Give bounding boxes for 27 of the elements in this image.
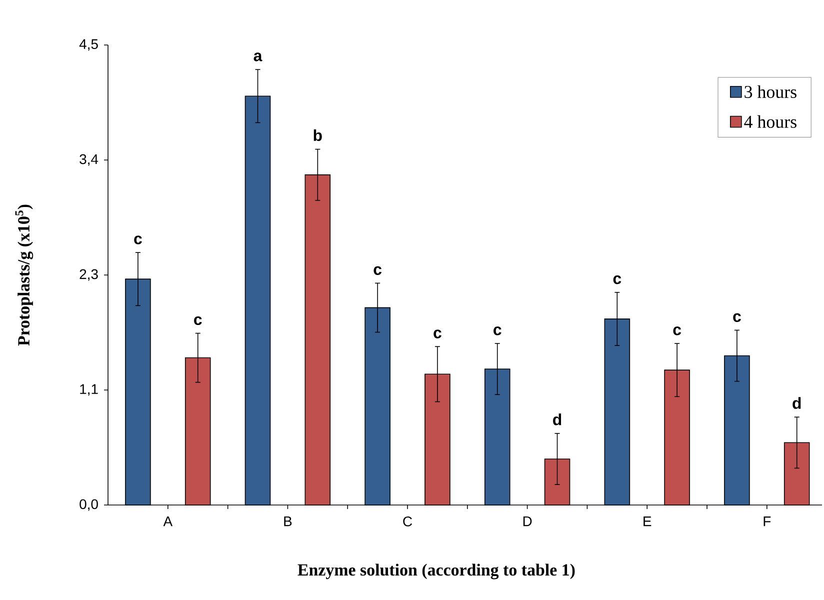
annotation: c: [194, 316, 202, 326]
y-tick-label: 3,4: [80, 154, 98, 166]
x-tick-label: B: [284, 516, 292, 526]
annotation: c: [134, 236, 142, 244]
y-tick-label: 1,1: [80, 384, 98, 396]
annotation: c: [374, 266, 382, 275]
x-axis-title: Enzyme solution (according to table 1): [298, 564, 575, 580]
annotation: c: [673, 326, 682, 336]
annotation: d: [792, 397, 801, 409]
x-tick-label: A: [163, 516, 173, 526]
annotation: b: [314, 129, 322, 142]
annotation: a: [254, 52, 262, 62]
y-tick-label: 0,0: [80, 499, 98, 511]
legend-label: 3 hours: [744, 85, 796, 98]
y-tick-label: 2,3: [80, 269, 98, 281]
annotation: c: [613, 275, 622, 284]
x-tick-label: F: [764, 516, 771, 526]
annotation: c: [494, 326, 502, 336]
annotation: d: [553, 414, 562, 426]
x-tick-label: D: [523, 516, 532, 526]
annotation: c: [733, 313, 741, 322]
annotation: c: [434, 330, 442, 338]
y-axis-title: Protoplasts/g (x10$^{5}$): [15, 204, 34, 346]
legend-label: 4 hours: [744, 115, 796, 128]
y-tick-label: 4,5: [79, 39, 98, 51]
x-tick-label: C: [403, 516, 412, 526]
x-tick-label: E: [644, 516, 652, 526]
